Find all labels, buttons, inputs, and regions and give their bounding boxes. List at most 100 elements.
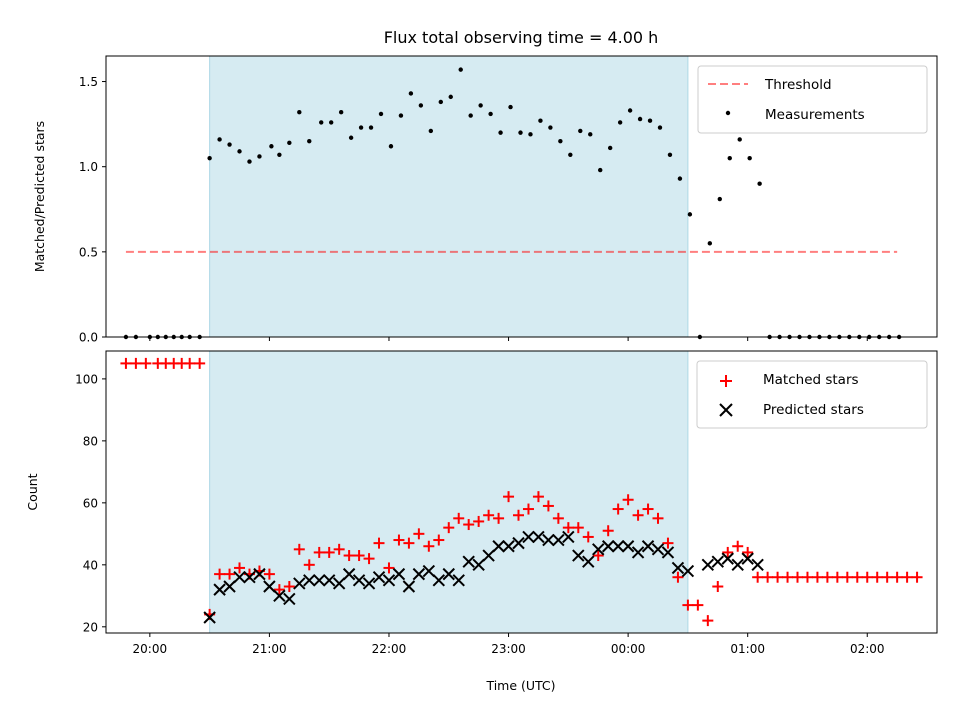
predicted-star-marker (522, 530, 535, 544)
measurement-point (428, 128, 434, 134)
predicted-marker-b (362, 577, 376, 590)
measurement-point (287, 140, 292, 146)
matched-star-marker (632, 509, 644, 521)
predicted-star-marker (512, 536, 525, 550)
matched-star-marker (263, 568, 275, 580)
y-tick-label: 60 (83, 496, 98, 510)
predicted-star-marker (651, 543, 665, 556)
matched-star-marker (772, 571, 784, 583)
matched-star-marker (552, 512, 564, 524)
measurement-point (568, 152, 573, 157)
predicted-marker-b (462, 555, 475, 568)
measurement-point (348, 135, 354, 140)
predicted-marker-b (392, 567, 406, 581)
predicted-star-marker (671, 561, 685, 575)
predicted-marker-b (621, 540, 635, 553)
predicted-star-marker (402, 580, 416, 593)
measurement-point (458, 67, 463, 72)
measurement-point (247, 159, 252, 164)
predicted-star-marker (472, 558, 485, 572)
matched-star-marker (582, 531, 594, 543)
legend-predicted-swatch (719, 403, 733, 417)
matched-star-marker (592, 550, 604, 562)
measurement-point (657, 125, 663, 130)
legend-matched-label: Matched stars (763, 372, 859, 388)
measurement-point (297, 110, 302, 115)
matched-star-marker (453, 512, 465, 524)
predicted-star-marker (721, 552, 734, 565)
predicted-marker-b (512, 536, 525, 550)
measurement-point (607, 145, 613, 151)
predicted-star-marker (641, 540, 655, 553)
predicted-star-marker (611, 540, 625, 553)
predicted-star-marker (631, 546, 645, 559)
top-legend: Threshold Measurements (697, 65, 928, 134)
matched-star-marker (383, 562, 395, 574)
measurement-point (338, 110, 344, 115)
matched-star-marker (782, 571, 794, 583)
predicted-marker-b (611, 540, 625, 553)
top-y-axis-label: Matched/Predicted stars (32, 121, 47, 272)
measurement-point (637, 116, 643, 122)
measurement-point (627, 108, 633, 113)
matched-star-marker (542, 500, 554, 512)
matched-star-marker (712, 581, 724, 593)
matched-star-marker (652, 512, 664, 524)
predicted-marker-b (253, 567, 266, 581)
x-tick-label: 21:00 (252, 642, 287, 656)
measurement-point (408, 91, 414, 96)
predicted-star-marker (352, 574, 366, 587)
matched-star-marker (722, 546, 734, 558)
predicted-marker-b (452, 574, 465, 587)
measurement-point (478, 103, 483, 108)
predicted-marker-b (681, 564, 695, 578)
measurement-point (378, 111, 384, 117)
measurement-point (227, 142, 232, 147)
predicted-star-marker (492, 540, 505, 553)
predicted-star-marker (313, 574, 326, 587)
measurement-point (508, 104, 513, 110)
matched-star-marker (752, 571, 764, 583)
predicted-star-marker (462, 555, 475, 568)
bottom-y-axis-label: Count (25, 473, 40, 510)
predicted-marker-b (283, 592, 296, 606)
matched-star-marker (140, 357, 152, 369)
y-tick-label: 1.0 (79, 160, 98, 174)
x-tick-label: 02:00 (850, 642, 885, 656)
predicted-marker-b (442, 567, 455, 581)
matched-star-marker (353, 550, 365, 562)
measurement-point (647, 118, 653, 123)
bottom-y-ticks: 20 40 60 80 100 (75, 372, 106, 634)
x-tick-label: 20:00 (133, 642, 168, 656)
y-tick-label: 80 (83, 434, 98, 448)
predicted-star-marker (572, 549, 585, 562)
matched-stars-points (120, 357, 923, 627)
predicted-marker-b (522, 530, 535, 544)
matched-star-marker (871, 571, 883, 583)
matched-star-marker (323, 546, 335, 558)
predicted-marker-b (582, 555, 595, 568)
matched-star-marker (363, 553, 375, 565)
measurement-point (237, 149, 242, 154)
measurement-point (617, 120, 623, 125)
predicted-marker-b (313, 574, 326, 587)
predicted-marker-b (243, 571, 256, 584)
measurement-point (687, 212, 693, 217)
predicted-marker-b (601, 540, 615, 553)
measurement-point (269, 144, 274, 149)
predicted-marker-b (661, 546, 675, 559)
measurement-point (448, 94, 453, 100)
predicted-star-marker (542, 533, 555, 547)
x-axis-label: Time (UTC) (485, 678, 555, 693)
predicted-marker-b (731, 558, 744, 572)
predicted-marker-b (562, 530, 575, 544)
matched-star-marker (184, 357, 196, 369)
matched-star-marker (901, 571, 913, 583)
measurement-point (717, 196, 722, 202)
legend-measurements-label: Measurements (765, 107, 865, 123)
predicted-marker-b (422, 564, 436, 578)
predicted-marker-b (502, 540, 515, 553)
predicted-marker-b (721, 552, 734, 565)
matched-star-marker (313, 546, 325, 558)
predicted-star-marker (741, 552, 754, 565)
